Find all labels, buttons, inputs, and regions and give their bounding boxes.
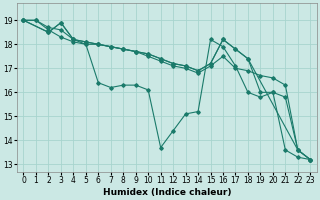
X-axis label: Humidex (Indice chaleur): Humidex (Indice chaleur)	[103, 188, 231, 197]
